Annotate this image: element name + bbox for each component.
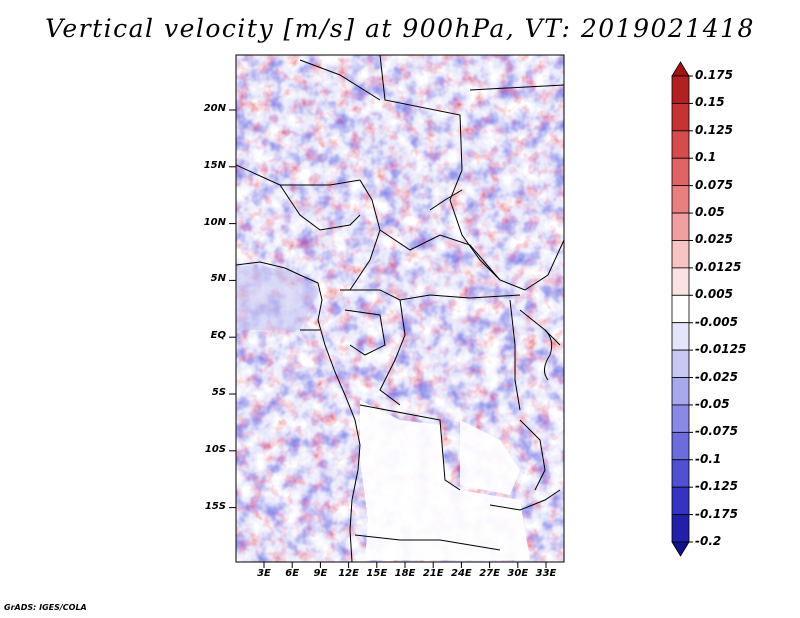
colorbar-swatch <box>671 322 690 351</box>
lat-label: 10S <box>204 443 226 455</box>
colorbar-label: 0.175 <box>695 68 733 82</box>
colorbar-label: 0.125 <box>695 122 733 137</box>
colorbar-label: 0.075 <box>695 177 733 192</box>
colorbar <box>671 61 693 557</box>
colorbar-swatch <box>671 130 690 159</box>
lat-label: 20N <box>203 103 226 114</box>
colorbar-swatch <box>671 212 690 241</box>
lat-label: 15N <box>203 159 226 171</box>
lon-label: 3E <box>257 568 271 579</box>
lon-label: 33E <box>535 568 557 579</box>
lon-label: 18E <box>394 568 416 579</box>
colorbar-swatch <box>671 75 690 104</box>
colorbar-swatch <box>671 61 690 77</box>
colorbar-swatch <box>671 240 690 269</box>
colorbar-swatch <box>671 486 690 515</box>
latitude-ticks <box>229 109 236 509</box>
lat-label: 5N <box>210 273 226 285</box>
colorbar-swatch <box>671 267 690 296</box>
velocity-field <box>236 55 564 562</box>
lon-label: 6E <box>285 568 300 579</box>
colorbar-label: 0.1 <box>695 150 717 165</box>
lat-label: 5S <box>211 387 226 398</box>
country-borders <box>236 55 564 562</box>
lat-label: EQ <box>210 330 226 342</box>
colorbar-label: 0.005 <box>695 287 733 302</box>
colorbar-label: -0.005 <box>695 314 738 329</box>
map-title: Vertical velocity [m/s] at 900hPa, VT: 2… <box>45 14 755 43</box>
colorbar-swatch <box>671 157 690 187</box>
lon-label: 27E <box>479 568 500 579</box>
colorbar-label: 0.025 <box>695 232 733 247</box>
colorbar-swatch <box>671 349 690 378</box>
colorbar-swatch <box>671 103 690 132</box>
colorbar-swatch <box>671 431 690 461</box>
colorbar-label: -0.2 <box>695 534 722 548</box>
colorbar-swatch <box>671 514 690 543</box>
colorbar-swatch <box>671 404 690 433</box>
colorbar-label: 0.0125 <box>695 259 742 274</box>
grads-credit: GrADS: IGES/COLA <box>4 603 87 612</box>
lat-label: 10N <box>203 216 226 228</box>
map-frame <box>235 54 565 563</box>
colorbar-label: -0.025 <box>695 369 738 384</box>
colorbar-swatch <box>671 294 690 324</box>
colorbar-label: -0.0125 <box>695 342 747 357</box>
colorbar-label: 0.05 <box>695 205 725 220</box>
lon-label: 30E <box>507 568 529 579</box>
colorbar-label: -0.075 <box>695 424 738 439</box>
lat-label: 15S <box>204 500 226 512</box>
lon-label: 24E <box>451 568 472 579</box>
lon-label: 9E <box>313 568 328 579</box>
colorbar-label: -0.175 <box>695 506 738 521</box>
colorbar-swatch <box>671 185 690 214</box>
colorbar-swatch <box>671 541 690 557</box>
lon-label: 12E <box>338 568 359 579</box>
colorbar-label: -0.05 <box>695 396 730 411</box>
colorbar-label: -0.1 <box>695 451 722 466</box>
longitude-ticks <box>263 562 547 568</box>
colorbar-swatch <box>671 377 690 406</box>
colorbar-label: 0.15 <box>695 95 725 110</box>
lon-label: 21E <box>422 568 444 579</box>
colorbar-swatch <box>671 459 690 488</box>
colorbar-label: -0.125 <box>695 479 738 494</box>
lon-label: 15E <box>366 568 388 579</box>
